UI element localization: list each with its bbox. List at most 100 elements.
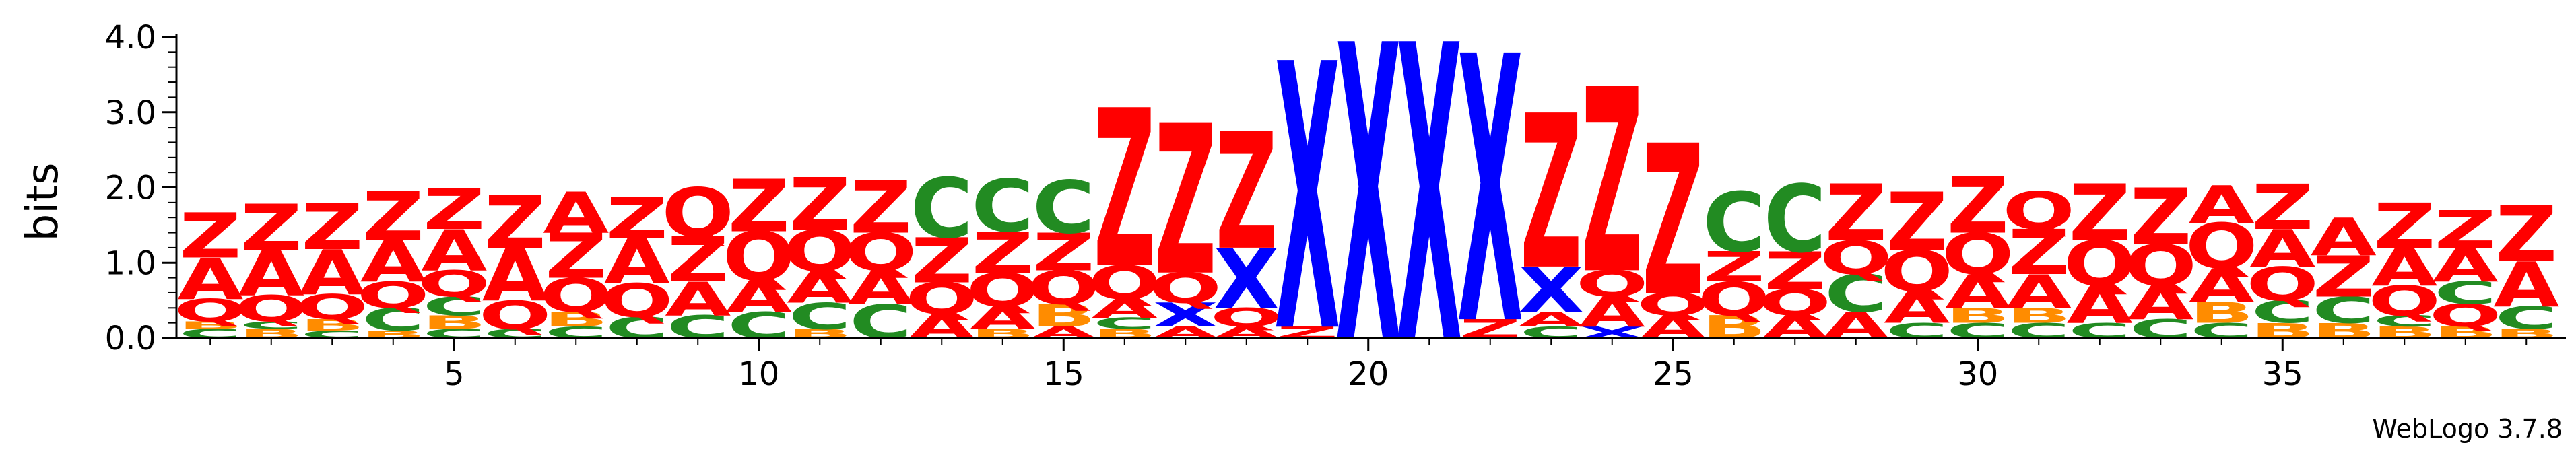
logo-letter-c: C [2434,276,2497,312]
logo-letter-q: Q [1088,256,1161,310]
logo-letter-z: Z [606,186,668,252]
y-tick-label: 0.0 [105,320,156,357]
x-tick-label: 15 [1043,355,1084,393]
logo-letter-z: Z [2251,172,2313,244]
x-tick-label: 35 [2262,355,2303,393]
logo-letter-z: Z [1764,241,1826,301]
logo-letter-z: Z [2008,217,2070,289]
logo-letter-x: X [1518,254,1584,326]
logo-letter-z: Z [1581,36,1643,331]
logo-letter-z: Z [301,191,363,265]
logo-letter-z: Z [484,180,546,265]
logo-letter-q: Q [539,269,612,322]
logo-letter-q: Q [1576,263,1649,305]
logo-letter-q: Q [966,264,1039,318]
logo-letter-z: Z [911,226,972,298]
logo-letter-a: A [2127,277,2193,331]
x-tick-label: 5 [444,355,465,393]
logo-letter-z: Z [1154,83,1216,322]
logo-letter-z: Z [2313,244,2375,310]
logo-letter-q: Q [1820,232,1892,285]
logo-letter-b: B [1031,298,1096,334]
logo-letter-b: B [300,316,365,335]
logo-letter-b: B [2006,304,2072,328]
logo-letter-b: B [543,308,609,332]
logo-letter-x: X [1152,296,1218,335]
logo-letter-b: B [178,320,243,332]
logo-letter-z: Z [1216,99,1278,285]
logo-letter-c: C [2495,301,2558,337]
logo-letter-b: B [422,312,487,333]
logo-letter-c: C [971,164,1034,248]
logo-letter-a: A [2311,207,2377,267]
logo-letter-z: Z [2435,200,2497,260]
logo-letter-c: C [2251,295,2314,331]
logo-letter-q: Q [2002,181,2075,241]
logo-letter-q: Q [1942,222,2014,288]
logo-letter-q: Q [1698,273,1771,326]
logo-letter-z: Z [728,164,790,248]
y-tick-label: 2.0 [105,170,156,207]
logo-letter-q: Q [2246,258,2319,312]
logo-letter-x: X [1335,0,1401,435]
logo-letter-a: A [1579,289,1645,337]
logo-letter-z: Z [2069,168,2131,258]
y-tick-label: 4.0 [105,19,156,57]
logo-letter-a: A [421,218,487,284]
logo-letter-q: Q [1210,303,1283,333]
x-tick-label: 30 [1957,355,1998,393]
logo-letter-z: Z [240,191,302,265]
logo-letter-q: Q [357,275,430,316]
logo-letter-q: Q [418,263,490,305]
logo-letter-q: Q [2063,228,2136,300]
logo-letter-c: C [1032,166,1095,250]
logo-letter-z: Z [1825,168,1887,258]
logo-letter-z: Z [362,178,424,256]
logo-letter-z: Z [1703,244,1765,291]
logo-letter-z: Z [1094,64,1156,316]
logo-letter-q: Q [661,174,734,252]
y-tick-label: 1.0 [105,244,156,282]
logo-letter-z: Z [850,166,912,250]
logo-letter-a: A [360,230,426,296]
y-tick-label: 3.0 [105,94,156,132]
logo-letter-c: C [1764,166,1826,273]
logo-letter-a: A [238,238,304,310]
logo-letter-a: A [787,263,853,313]
logo-letter-c: C [1824,264,1887,324]
logo-letter-a: A [177,246,243,312]
logo-letter-c: C [1703,175,1765,271]
logo-letter-x: X [1214,232,1280,328]
logo-letter-q: Q [235,288,308,330]
logo-letter-z: Z [2373,191,2435,263]
logo-letter-z: Z [1886,176,1948,270]
logo-letter-z: Z [972,220,1034,286]
logo-letter-a: A [970,301,1036,337]
logo-letter-z: Z [1520,71,1582,317]
logo-letter-a: A [604,226,670,298]
logo-letter-z: Z [667,225,729,297]
logo-letter-b: B [1945,304,2010,328]
logo-letter-c: C [789,296,851,337]
logo-letter-c: C [2312,289,2375,331]
logo-letter-q: Q [2368,277,2441,325]
logo-letter-q: Q [479,293,552,339]
logo-letter-z: Z [1947,161,2009,251]
logo-letter-c: C [1093,314,1156,333]
logo-letter-a: A [848,261,914,315]
logo-letter-c: C [911,161,973,257]
axes: 0.0 1.0 2.0 3.0 4.0 5 10 15 20 25 30 35 [105,19,2566,393]
logo-letter-a: A [665,273,731,326]
logo-letter-a: A [299,238,365,310]
logo-letter-a: A [1092,294,1158,324]
logo-letter-z: Z [2129,172,2191,263]
credit-label: WebLogo 3.7.8 [2372,414,2563,444]
logo-letter-q: Q [174,293,246,329]
logo-letter-a: A [1945,265,2011,319]
logo-letter-q: Q [723,217,795,296]
logo-letter-b: B [2189,296,2254,330]
y-axis-label: bits [18,163,68,242]
logo-letter-z: Z [423,176,485,242]
logo-letter-a: A [2006,265,2072,319]
